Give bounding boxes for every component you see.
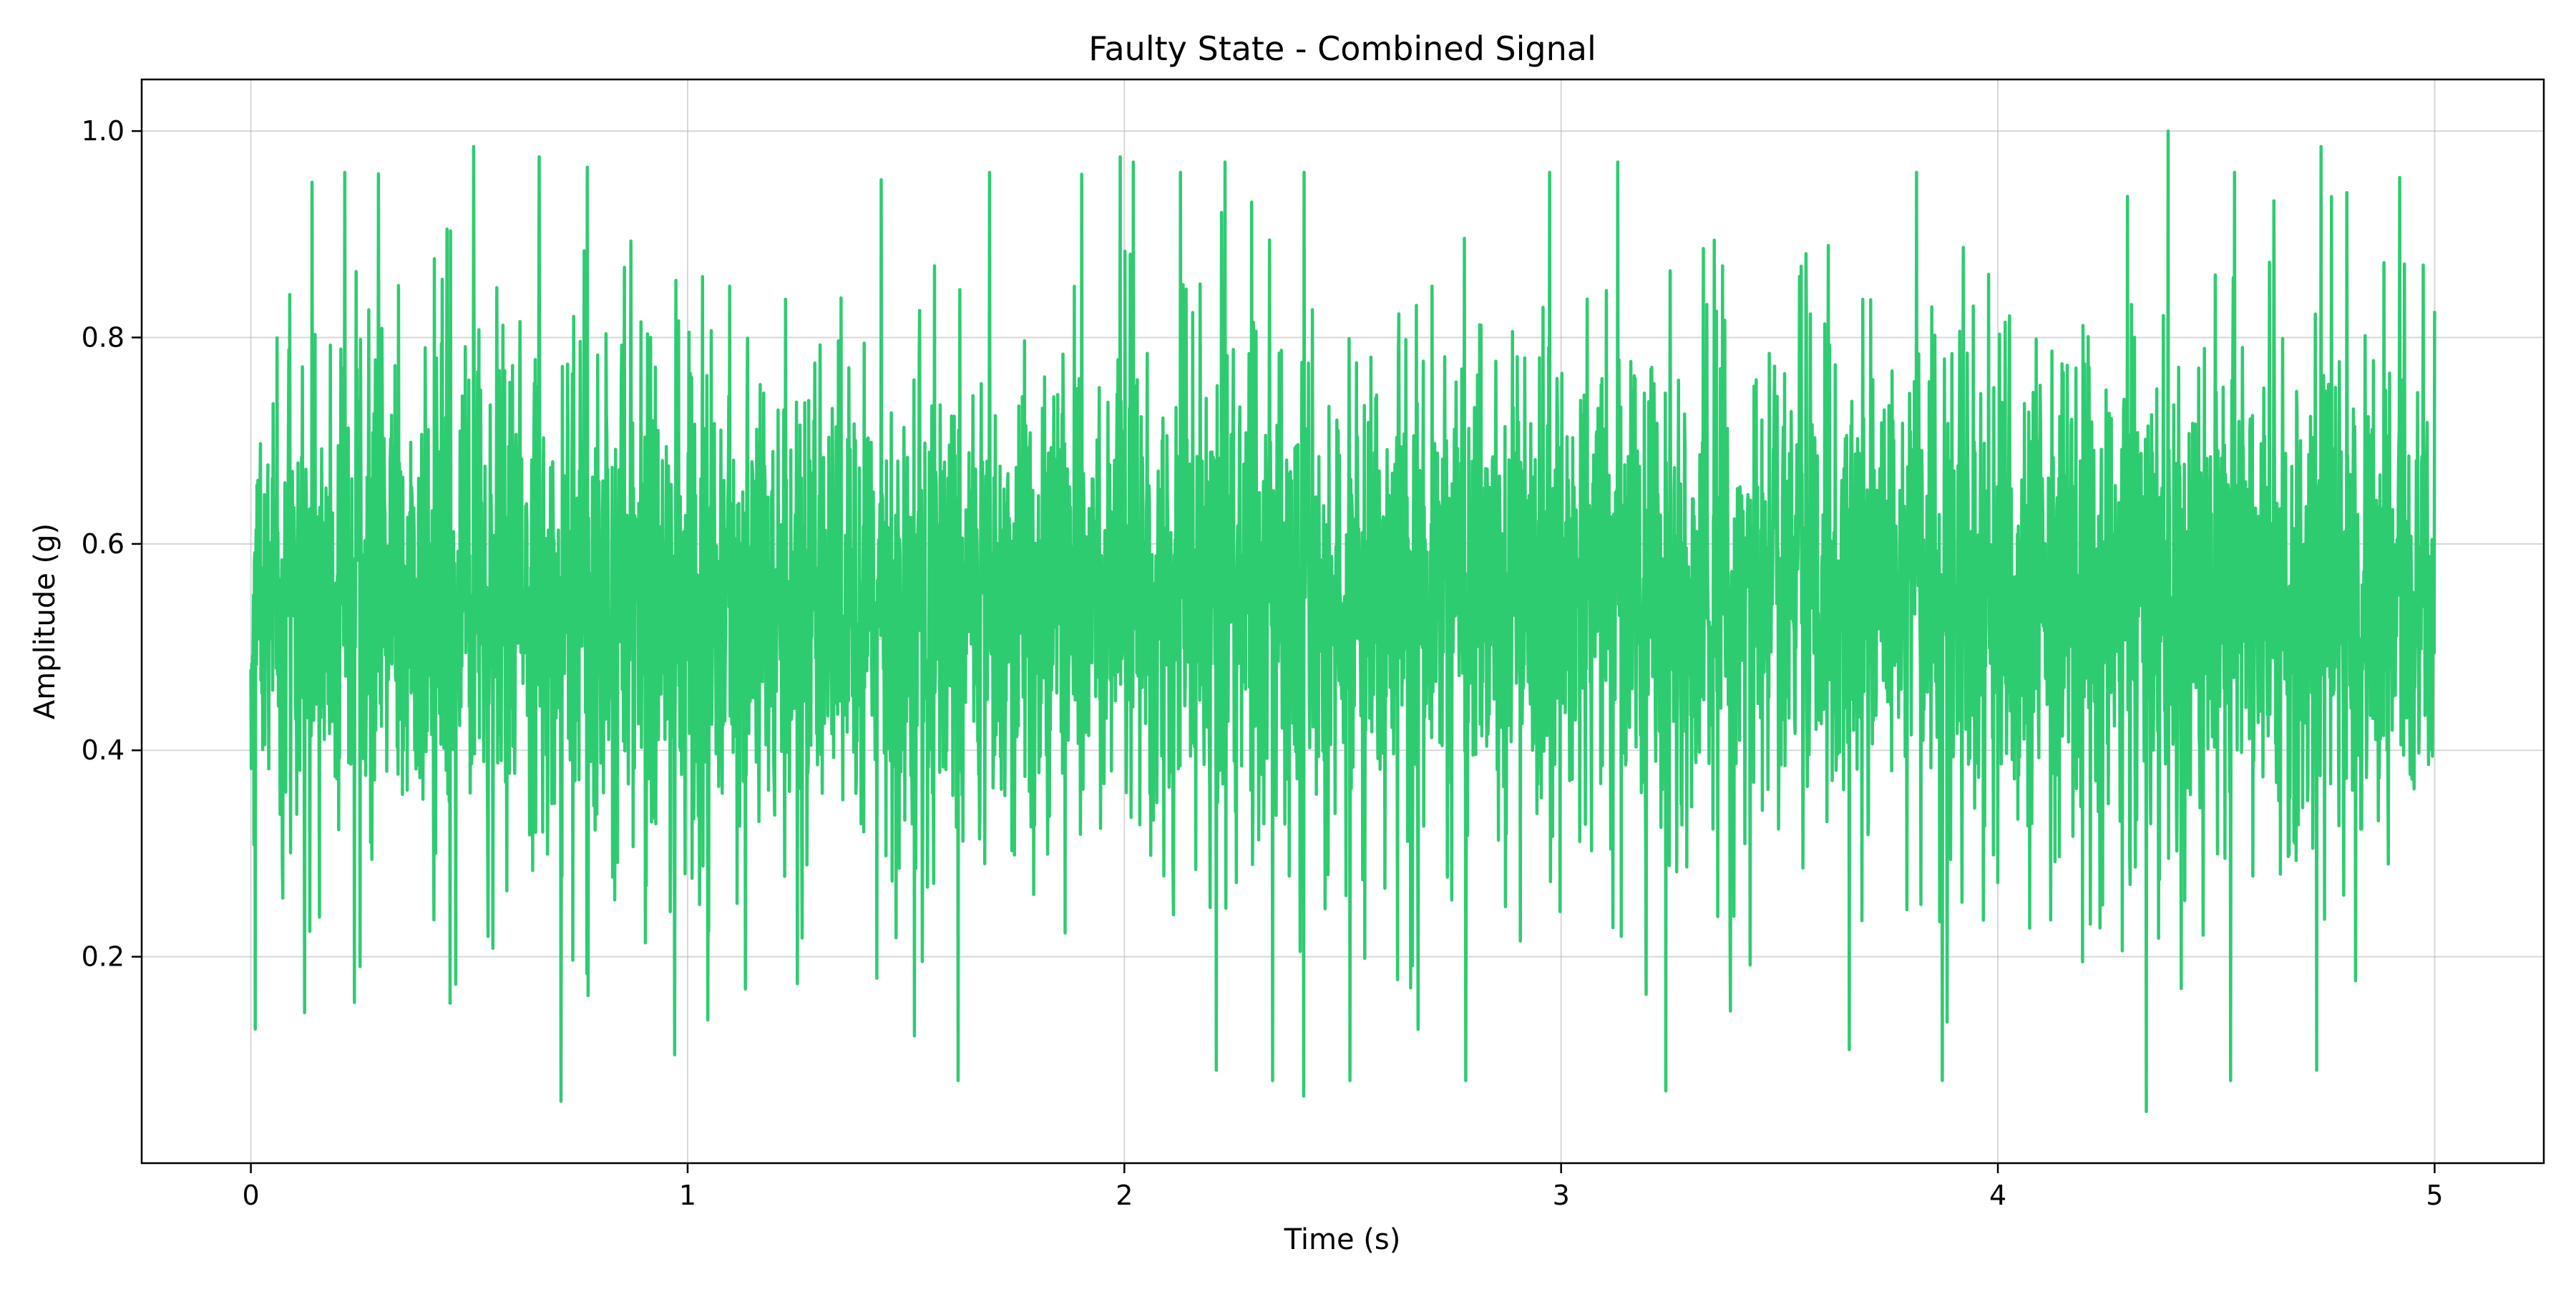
series-line bbox=[249, 129, 2436, 1114]
x-tick-label: 4 bbox=[1989, 1180, 2006, 1211]
y-axis-label: Amplitude (g) bbox=[29, 523, 62, 719]
x-axis: 0 1 2 3 4 5 bbox=[242, 1163, 2444, 1211]
axes-frame bbox=[140, 78, 2545, 1165]
y-axis: 0.2 0.4 0.6 0.8 1.0 bbox=[82, 115, 142, 973]
y-tick-label: 0.4 bbox=[82, 734, 125, 766]
x-tick-label: 2 bbox=[1116, 1180, 1133, 1211]
y-tick-label: 0.6 bbox=[82, 528, 125, 560]
x-tick-label: 1 bbox=[679, 1180, 696, 1211]
x-tick-label: 5 bbox=[2426, 1180, 2443, 1211]
x-tick-label: 3 bbox=[1553, 1180, 1570, 1211]
x-axis-label: Time (s) bbox=[1284, 1223, 1401, 1256]
y-tick-label: 0.2 bbox=[82, 941, 125, 973]
y-tick-label: 1.0 bbox=[82, 115, 125, 147]
chart-title: Faulty State - Combined Signal bbox=[1088, 29, 1596, 68]
plot-area bbox=[249, 129, 2436, 1114]
y-tick-label: 0.8 bbox=[82, 321, 125, 353]
x-tick-label: 0 bbox=[242, 1180, 259, 1211]
